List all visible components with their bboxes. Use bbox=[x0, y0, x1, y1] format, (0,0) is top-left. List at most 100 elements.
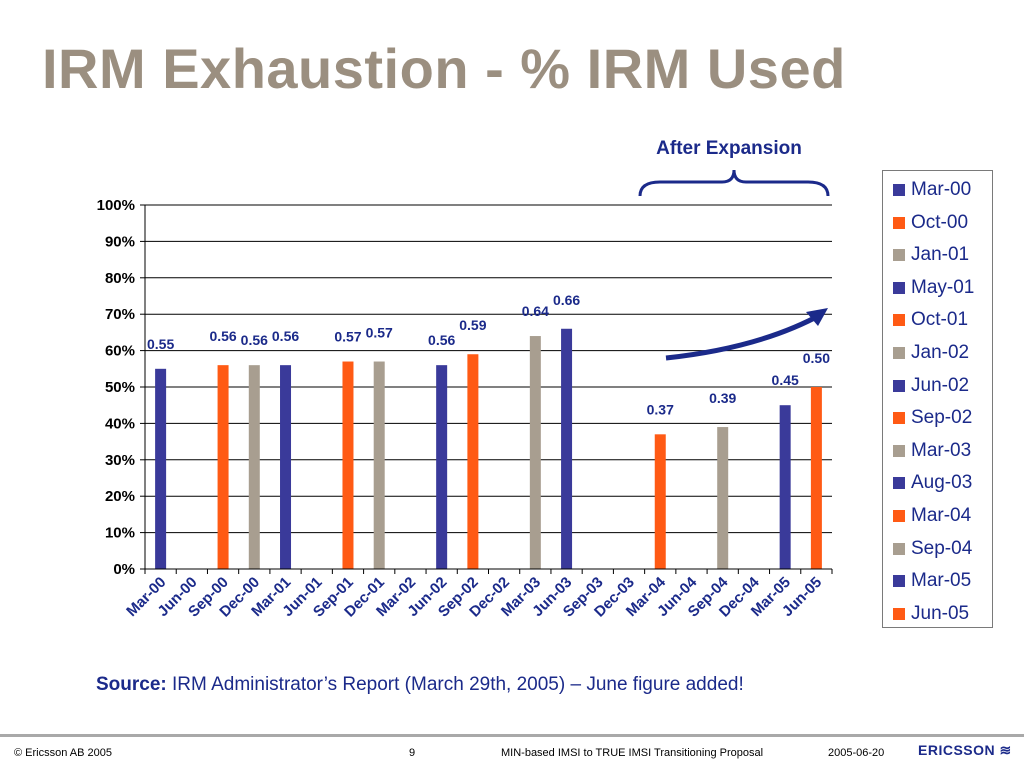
y-tick-label: 50% bbox=[105, 379, 135, 396]
bar-jun-05 bbox=[810, 387, 822, 569]
legend-swatch bbox=[893, 379, 905, 392]
y-tick-label: 10% bbox=[105, 525, 135, 542]
data-label: 0.64 bbox=[522, 303, 549, 319]
y-tick-label: 100% bbox=[97, 197, 135, 214]
legend-item-oct-00: Oct-00 bbox=[893, 208, 968, 238]
legend-item-jun-02: Jun-02 bbox=[893, 371, 969, 401]
data-label: 0.56 bbox=[241, 332, 268, 348]
y-tick-label: 70% bbox=[105, 306, 135, 323]
legend-item-mar-05: Mar-05 bbox=[893, 566, 971, 596]
footer-copyright: © Ericsson AB 2005 bbox=[14, 747, 112, 759]
legend-swatch bbox=[893, 184, 905, 196]
legend-swatch bbox=[893, 314, 905, 327]
ericsson-logo-icon: ≋ bbox=[999, 742, 1012, 758]
legend-item-jan-01: Jan-01 bbox=[893, 240, 969, 270]
bar-mar-03 bbox=[529, 336, 541, 569]
legend-item-mar-00: Mar-00 bbox=[893, 175, 971, 205]
data-label: 0.45 bbox=[772, 372, 799, 388]
legend-item-sep-02: Sep-02 bbox=[893, 403, 972, 433]
legend-label: May-01 bbox=[911, 276, 975, 298]
data-label: 0.66 bbox=[553, 292, 580, 308]
legend-swatch bbox=[893, 575, 905, 588]
legend-swatch bbox=[893, 216, 905, 229]
legend-swatch bbox=[893, 542, 905, 555]
legend-label: Aug-03 bbox=[911, 472, 973, 494]
footer-divider bbox=[0, 734, 1024, 737]
legend-item-oct-01: Oct-01 bbox=[893, 305, 968, 335]
legend-label: Mar-04 bbox=[911, 505, 972, 526]
legend-item-jan-02: Jan-02 bbox=[893, 338, 969, 368]
y-tick-label: 80% bbox=[105, 270, 135, 287]
legend-label: Sep-04 bbox=[911, 537, 973, 559]
data-label: 0.56 bbox=[272, 328, 299, 344]
legend-swatch bbox=[893, 281, 905, 294]
legend-item-may-01: May-01 bbox=[893, 273, 974, 303]
legend-label: Mar-00 bbox=[911, 179, 972, 200]
legend-label: Oct-01 bbox=[911, 309, 969, 331]
trend-arrow-head bbox=[806, 308, 828, 326]
legend-swatch bbox=[893, 510, 905, 522]
data-label: 0.56 bbox=[209, 328, 236, 344]
source-text: IRM Administrator’s Report (March 29th, … bbox=[166, 674, 744, 695]
bar-jan-01 bbox=[248, 365, 260, 569]
legend-label: Mar-03 bbox=[911, 439, 972, 461]
data-label: 0.57 bbox=[366, 325, 393, 341]
y-tick-label: 90% bbox=[105, 233, 135, 250]
bar-sep-02 bbox=[467, 354, 479, 569]
y-tick-label: 0% bbox=[113, 561, 135, 578]
legend-item-sep-04: Sep-04 bbox=[893, 534, 972, 564]
bar-mar-05 bbox=[779, 405, 791, 569]
legend-label: Oct-00 bbox=[911, 211, 969, 233]
legend-label: Sep-02 bbox=[911, 407, 973, 429]
expansion-brace bbox=[638, 169, 830, 197]
after-expansion-annotation: After Expansion bbox=[638, 138, 830, 361]
bar-oct-00 bbox=[217, 365, 229, 569]
legend-swatch bbox=[893, 607, 905, 620]
legend-label: Jan-01 bbox=[911, 244, 970, 266]
data-label: 0.55 bbox=[147, 336, 174, 352]
y-tick-label: 30% bbox=[105, 452, 135, 469]
legend-item-jun-05: Jun-05 bbox=[893, 599, 969, 629]
y-tick-label: 60% bbox=[105, 343, 135, 360]
legend-swatch bbox=[893, 249, 905, 262]
legend-swatch bbox=[893, 444, 905, 457]
chart-legend: Mar-00 Oct-00 Jan-01 May-01 Oct-01 Jan-02 Jun-… bbox=[882, 170, 993, 628]
data-label: 0.57 bbox=[334, 329, 361, 345]
data-label: 0.37 bbox=[647, 401, 674, 417]
source-label: Source: bbox=[96, 674, 167, 695]
legend-swatch bbox=[893, 412, 905, 425]
footer-date: 2005-06-20 bbox=[828, 747, 885, 759]
legend-item-aug-03: Aug-03 bbox=[893, 468, 972, 498]
bar-jan-02 bbox=[373, 361, 385, 569]
after-expansion-label: After Expansion bbox=[656, 138, 802, 159]
bar-may-01 bbox=[280, 365, 292, 569]
footer-doc-title: MIN-based IMSI to TRUE IMSI Transitionin… bbox=[501, 747, 764, 759]
legend-label: Mar-05 bbox=[911, 570, 972, 592]
bar-sep-04 bbox=[717, 427, 729, 569]
ericsson-logo-text: ERICSSON bbox=[918, 742, 996, 758]
legend-label: Jan-02 bbox=[911, 342, 970, 363]
legend-label: Jun-05 bbox=[911, 602, 970, 624]
y-tick-label: 20% bbox=[105, 488, 135, 505]
legend-item-mar-03: Mar-03 bbox=[893, 436, 971, 466]
data-label: 0.59 bbox=[459, 317, 486, 333]
y-tick-label: 40% bbox=[105, 415, 135, 432]
bar-mar-00 bbox=[155, 368, 167, 569]
footer-page-number: 9 bbox=[409, 747, 416, 759]
legend-swatch bbox=[893, 347, 905, 359]
legend-swatch bbox=[893, 477, 905, 490]
legend-label: Jun-02 bbox=[911, 374, 970, 396]
bar-aug-03 bbox=[561, 328, 573, 569]
bar-jun-02 bbox=[436, 365, 448, 569]
legend-item-mar-04: Mar-04 bbox=[893, 501, 971, 531]
trend-arrow bbox=[665, 311, 824, 361]
ericsson-logo: ERICSSON ≋ bbox=[918, 742, 1012, 759]
data-label: 0.50 bbox=[803, 350, 830, 366]
data-label: 0.56 bbox=[428, 332, 455, 348]
slide-title: IRM Exhaustion - % IRM Used bbox=[42, 37, 846, 100]
source-note: Source: IRM Administrator’s Report (Marc… bbox=[96, 674, 744, 696]
bar-mar-04 bbox=[654, 434, 666, 569]
data-label: 0.39 bbox=[709, 390, 736, 406]
bar-oct-01 bbox=[342, 361, 354, 569]
